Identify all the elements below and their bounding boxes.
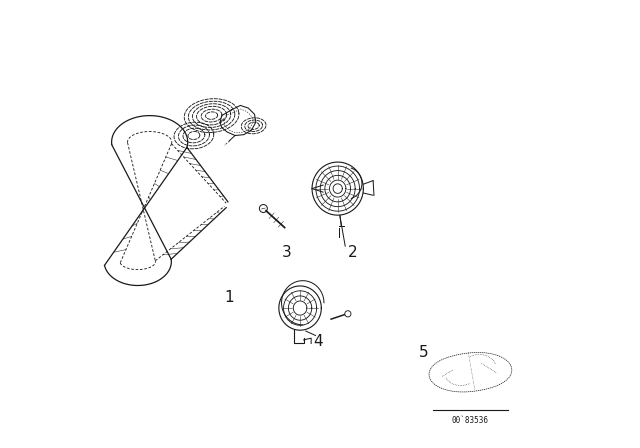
Text: 00`83536: 00`83536 — [452, 416, 489, 425]
Text: 2: 2 — [348, 245, 358, 260]
Circle shape — [345, 311, 351, 317]
Text: 4: 4 — [313, 334, 323, 349]
Text: 3: 3 — [282, 245, 292, 260]
Text: 1: 1 — [225, 289, 234, 305]
Text: 5: 5 — [419, 345, 429, 360]
Circle shape — [259, 205, 268, 212]
